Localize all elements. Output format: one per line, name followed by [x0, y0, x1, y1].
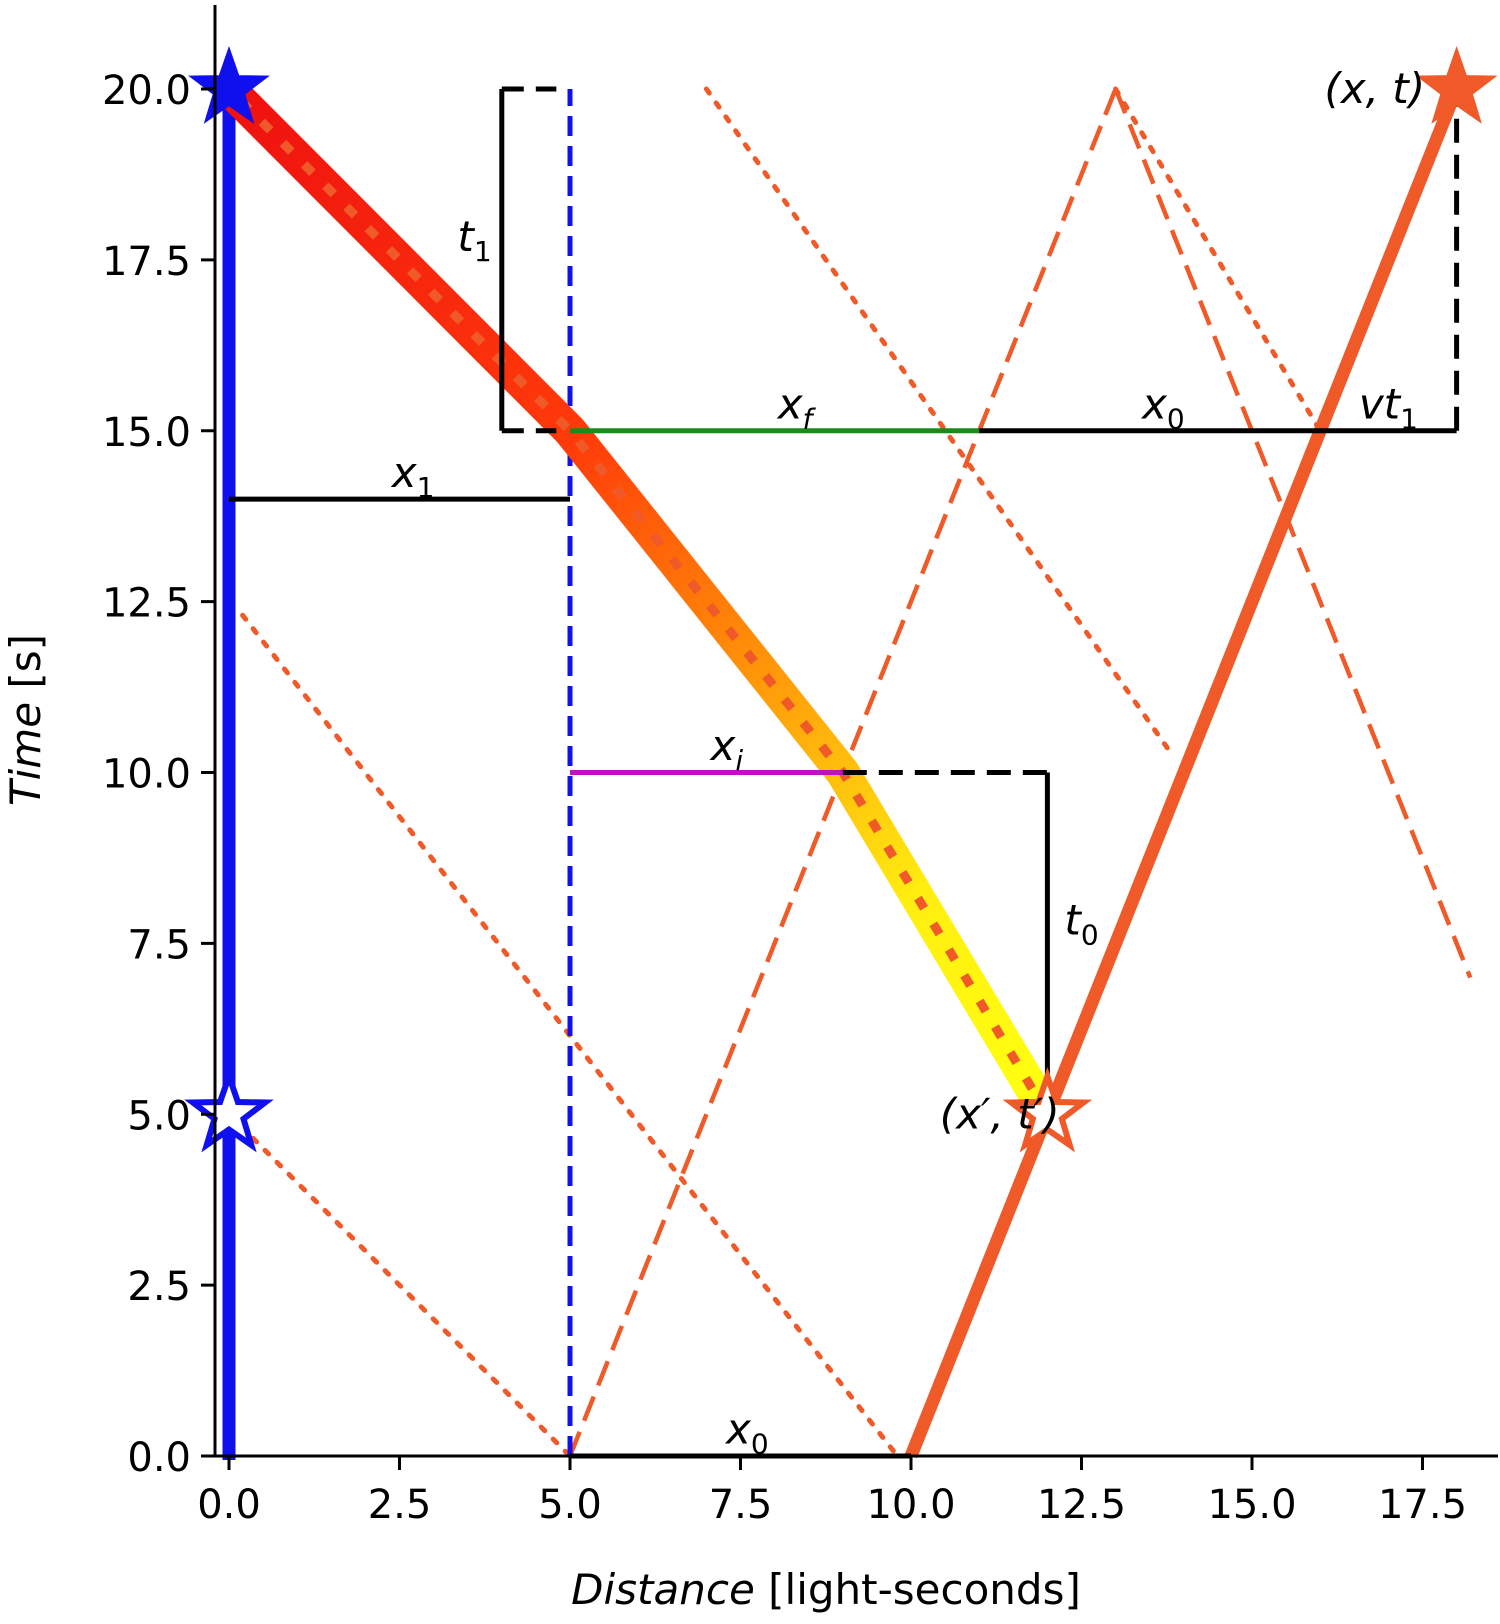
y-tick-label-4: 10.0 [102, 752, 191, 798]
y-tick-label-7: 17.5 [102, 239, 191, 285]
x-tick-label-6: 15.0 [1207, 1482, 1296, 1528]
star-marker-filled-3 [1415, 45, 1498, 124]
y-tick-label-2: 5.0 [127, 1093, 191, 1139]
orange-worldline [904, 86, 1463, 1459]
dotted-light-path-3 [703, 86, 1173, 755]
x-tick-label-5: 12.5 [1037, 1482, 1126, 1528]
star-marker-hollow-4 [1002, 1067, 1093, 1153]
y-tick-label-8: 20.0 [102, 68, 191, 114]
annotation-pt_xpt: (x′, t′) [940, 1089, 1060, 1138]
annotation-x_i: xi [709, 721, 744, 777]
axes: 0.0 2.5 5.0 7.5 10.0 12.5 15.0 17.5 0.0 2.5 5.0 7.5… [1, 5, 1498, 1614]
x-tick-label-7: 17.5 [1378, 1482, 1467, 1528]
x-axis-label: Distance [light-seconds] [571, 1565, 1081, 1614]
annotation-pt_xt: (x, t) [1324, 64, 1425, 113]
dotted-light-path-1 [226, 1111, 573, 1459]
annotations: xf x0 vt1 t1 x1 xi t0 x0 (x, t) (x′, t′) [390, 64, 1425, 1461]
y-axis-label: Time [s] [1, 634, 50, 806]
y-tick-label-0: 0.0 [127, 1435, 191, 1481]
star-marker-hollow-2 [184, 1067, 274, 1153]
annotation-x_f: xf [776, 379, 817, 435]
annotation-x_1: x1 [390, 448, 435, 504]
x-tick-label-0: 0.0 [197, 1482, 261, 1528]
x-tick-label-1: 2.5 [368, 1482, 432, 1528]
y-tick-label-5: 12.5 [102, 581, 191, 627]
x-tick-label-2: 5.0 [538, 1482, 602, 1528]
annotation-vt_1: vt1 [1359, 379, 1418, 435]
annotation-t_0: t0 [1064, 896, 1098, 952]
signal-gradient-path [216, 76, 1062, 1123]
annotation-x_0_bottom: x0 [724, 1405, 769, 1461]
y-tick-label-1: 2.5 [127, 1264, 191, 1310]
star-marker-filled-1 [188, 45, 270, 124]
annotation-x_0_top: x0 [1140, 379, 1185, 435]
signal-dotted-overlay [225, 85, 1052, 1117]
x-tick-label-3: 7.5 [709, 1482, 773, 1528]
y-tick-label-6: 15.0 [102, 410, 191, 456]
dotted-light-path-4 [1113, 86, 1323, 434]
annotation-t_1: t1 [457, 212, 491, 268]
x-tick-label-4: 10.0 [866, 1482, 955, 1528]
y-tick-label-3: 7.5 [127, 922, 191, 968]
dashed-light-path-down [1113, 88, 1473, 979]
plot-area [184, 45, 1498, 1460]
